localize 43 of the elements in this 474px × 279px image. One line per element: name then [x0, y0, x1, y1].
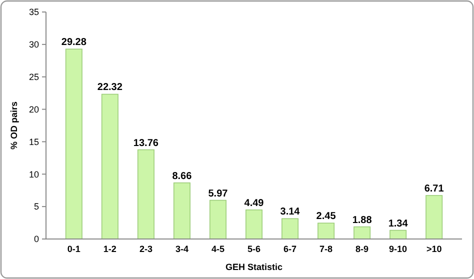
bar [354, 226, 371, 240]
bar [282, 218, 299, 240]
x-tick-label: 4-5 [211, 244, 224, 254]
bar [390, 230, 407, 240]
y-tick-label: 10 [28, 169, 39, 180]
y-tick-label: 25 [28, 72, 39, 82]
y-tick-label: 5 [34, 202, 39, 212]
x-tick-label: 1-2 [103, 244, 116, 254]
x-tick-label: 0-1 [67, 244, 80, 254]
data-label: 1.88 [352, 214, 372, 226]
bar [209, 200, 226, 240]
data-label: 6.71 [424, 183, 444, 194]
x-tick-label: 7-8 [320, 244, 333, 254]
bar [173, 182, 190, 240]
data-label: 2.45 [316, 211, 336, 222]
bar [65, 48, 82, 240]
data-label: 22.32 [97, 82, 123, 94]
y-tick-label: 15 [28, 136, 39, 147]
data-label: 13.76 [133, 138, 159, 149]
x-tick-label: 5-6 [247, 244, 261, 254]
x-axis-title: GEH Statistic [225, 262, 283, 272]
y-axis-title: % OD pairs [9, 101, 19, 150]
x-tick-label: >10 [426, 244, 442, 254]
bar [101, 94, 118, 240]
x-tick-label: 6-7 [284, 244, 297, 254]
data-label: 8.66 [172, 170, 192, 182]
bar [245, 209, 263, 240]
x-tick-label: 9-10 [389, 244, 408, 254]
data-label: 1.34 [388, 218, 408, 230]
data-label: 29.28 [61, 37, 87, 48]
data-label: 5.97 [208, 188, 228, 200]
bar [426, 195, 443, 240]
x-tick-label: 3-4 [175, 244, 188, 254]
data-label: 4.49 [244, 198, 264, 209]
bar [137, 149, 154, 240]
y-tick-label: 0 [34, 234, 39, 244]
bar [318, 222, 335, 240]
x-tick-label: 8-9 [356, 244, 369, 254]
y-tick-label: 20 [28, 104, 39, 114]
x-tick-label: 2-3 [139, 244, 152, 254]
y-tick-label: 35 [28, 7, 39, 18]
data-label: 3.14 [280, 206, 300, 218]
y-tick-label: 30 [28, 40, 39, 50]
